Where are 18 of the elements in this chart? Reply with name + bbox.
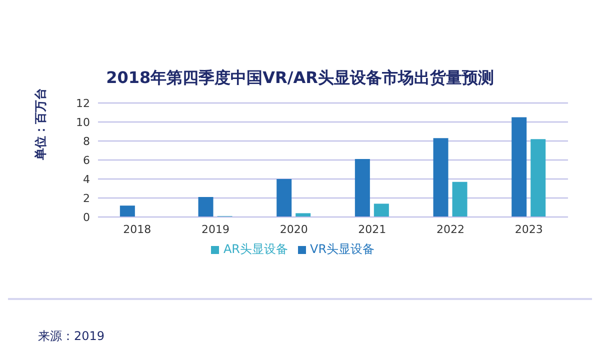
y-axis-title: 单位：百万台 (33, 88, 48, 161)
x-tick-label: 2020 (280, 222, 308, 236)
chart-title: 2018年第四季度中国VR/AR头显设备市场出货量预测 (105, 68, 495, 89)
y-tick-label: 12 (76, 96, 90, 110)
y-tick-label: 6 (83, 154, 90, 167)
x-tick-label: 2023 (514, 222, 543, 236)
x-tick-label: 2018 (123, 222, 152, 236)
x-tick-label: 2021 (358, 222, 386, 236)
legend-label: VR头显设备 (310, 242, 375, 256)
source-note: 来源：2019 (38, 328, 105, 345)
x-tick-label: 2022 (436, 222, 464, 236)
y-tick-label: 8 (83, 134, 90, 148)
y-tick-label: 0 (83, 210, 90, 224)
legend-label: AR头显设备 (223, 242, 288, 256)
y-tick-label: 10 (76, 116, 90, 129)
y-tick-label: 4 (83, 172, 90, 186)
x-tick-label: 2019 (202, 222, 230, 236)
y-tick-label: 2 (83, 192, 90, 205)
